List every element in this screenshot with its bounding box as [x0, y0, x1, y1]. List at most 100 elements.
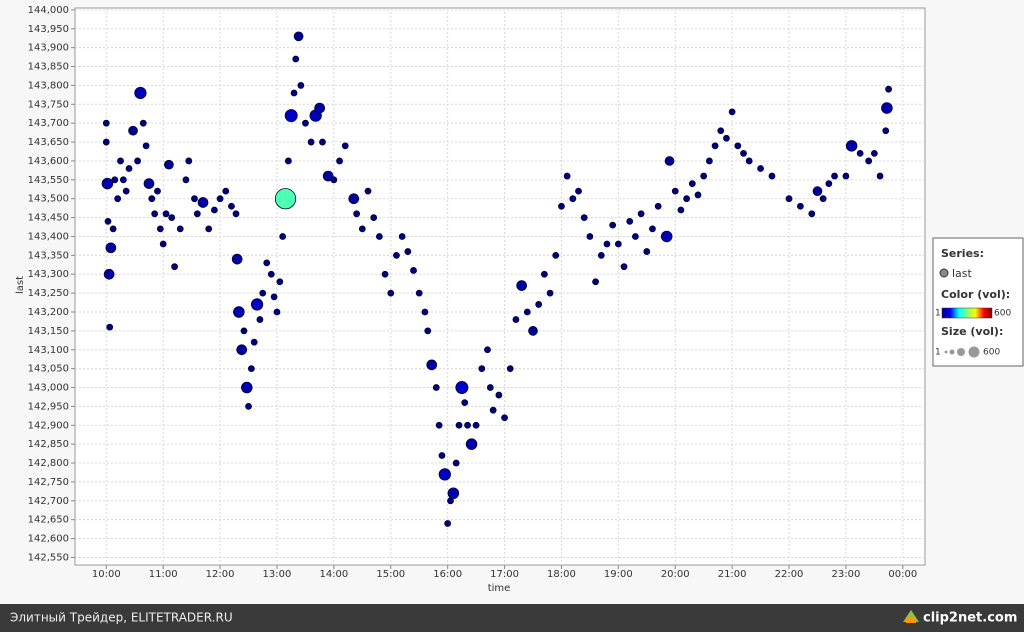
y-tick-label: 143,350 — [28, 250, 69, 261]
bubble — [210, 206, 218, 214]
bubble — [398, 233, 406, 240]
bubble — [438, 468, 451, 481]
y-tick-label: 143,300 — [28, 269, 69, 280]
bubble — [341, 142, 349, 150]
bubble — [245, 403, 252, 410]
bubble — [876, 172, 884, 180]
bubble — [455, 421, 463, 429]
bubble — [263, 259, 271, 267]
bubble — [168, 214, 176, 221]
bubble — [717, 127, 725, 135]
bubble — [472, 421, 480, 429]
bubble — [546, 289, 554, 297]
bubble — [842, 172, 850, 180]
bubble — [279, 233, 287, 240]
bubble — [102, 138, 110, 146]
bubble — [171, 263, 178, 271]
bubble — [865, 157, 873, 165]
bubble — [580, 214, 588, 221]
bubble — [523, 308, 531, 316]
x-tick-label: 00:00 — [888, 569, 917, 580]
bubble — [106, 323, 114, 331]
bubble — [142, 142, 150, 150]
bubble — [176, 225, 184, 233]
bubble — [632, 233, 639, 240]
bubble — [768, 172, 776, 180]
bubble — [757, 165, 764, 172]
bubble — [845, 140, 858, 152]
bubble — [247, 365, 255, 373]
y-tick-label: 142,900 — [28, 420, 69, 431]
bubble — [119, 176, 127, 184]
bubble — [569, 195, 577, 203]
y-tick-label: 143,200 — [28, 307, 69, 318]
bubble — [486, 384, 494, 391]
bubble — [501, 414, 508, 422]
y-tick-label: 143,650 — [28, 137, 69, 148]
y-tick-label: 143,600 — [28, 156, 69, 167]
y-tick-label: 143,550 — [28, 175, 69, 186]
bubble — [489, 406, 497, 414]
bubble — [540, 270, 548, 278]
bubble — [236, 344, 248, 356]
x-tick-label: 14:00 — [319, 569, 348, 580]
bubble — [151, 210, 159, 218]
bubble — [711, 142, 719, 150]
color-min: 1 — [935, 309, 941, 319]
bubble — [461, 399, 469, 407]
bubble — [104, 217, 112, 225]
bubble — [114, 195, 122, 203]
bubble — [307, 138, 315, 146]
bubble — [694, 191, 702, 199]
bubble — [870, 149, 878, 157]
bubble — [812, 186, 823, 196]
y-tick-label: 143,450 — [28, 213, 69, 224]
y-tick-label: 142,550 — [28, 552, 69, 563]
bubble — [128, 125, 138, 136]
bubble — [185, 157, 193, 165]
bubble — [216, 195, 224, 203]
bubble — [358, 225, 366, 233]
bubble — [426, 359, 438, 371]
y-tick-label: 143,800 — [28, 80, 69, 91]
bubble — [620, 263, 628, 271]
bubble — [575, 187, 582, 195]
bubble — [677, 206, 685, 214]
x-tick-label: 22:00 — [775, 569, 804, 580]
bubble — [452, 459, 460, 467]
bubble — [250, 338, 258, 346]
bubble — [465, 438, 478, 450]
logo-text: clip2net.com — [923, 611, 1017, 626]
bubble — [609, 221, 617, 229]
bubble — [228, 202, 235, 210]
bubble — [404, 248, 412, 255]
bubble — [586, 233, 594, 240]
bubble — [410, 267, 417, 274]
x-tick-label: 13:00 — [263, 569, 292, 580]
size-sample — [957, 348, 965, 356]
bubble — [797, 202, 804, 210]
bubble — [233, 306, 245, 318]
bubble — [614, 240, 622, 248]
y-tick-label: 142,850 — [28, 439, 69, 450]
y-tick-label: 143,500 — [28, 194, 69, 205]
bubble — [808, 210, 816, 218]
bubble — [256, 316, 264, 323]
bubble — [516, 280, 527, 291]
bubble — [154, 187, 161, 195]
legend: Series: last Color (vol): 1 600 Size (vo… — [932, 237, 1024, 367]
bubble — [444, 520, 452, 527]
legend-color-title: Color (vol): — [941, 288, 1010, 301]
bubble — [785, 195, 793, 203]
x-tick-label: 10:00 — [92, 569, 121, 580]
x-tick-label: 21:00 — [718, 569, 747, 580]
bubble — [438, 452, 446, 459]
x-tick-label: 23:00 — [832, 569, 861, 580]
bubble — [164, 159, 174, 170]
bubble — [103, 268, 115, 280]
bubble — [293, 31, 304, 42]
bubble — [274, 188, 297, 210]
bubble — [353, 210, 361, 218]
bubble — [250, 298, 264, 311]
